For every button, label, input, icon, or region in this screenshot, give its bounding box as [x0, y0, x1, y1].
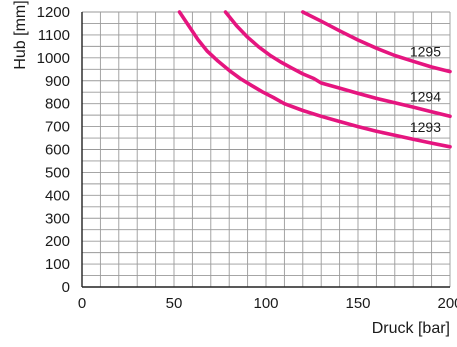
y-tick-labels: 0 100 200 300 400 500 600 700 800 900 1000 1100 1200	[37, 4, 70, 296]
y-tick-label: 500	[45, 164, 70, 181]
x-tick-label: 100	[253, 295, 278, 312]
y-tick-label: 100	[45, 256, 70, 273]
series-line-1294	[223, 10, 452, 119]
series-labels: 1293 1294 1295	[410, 44, 441, 135]
axes	[81, 12, 450, 288]
grid	[82, 11, 451, 287]
y-tick-label: 900	[45, 73, 70, 90]
x-tick-label: 0	[78, 295, 86, 312]
series-lines	[177, 10, 452, 149]
x-tick-label: 50	[166, 295, 183, 312]
y-tick-label: 0	[62, 279, 70, 296]
y-tick-label: 1000	[37, 50, 70, 67]
y-tick-label: 700	[45, 119, 70, 136]
y-tick-label: 400	[45, 187, 70, 204]
y-tick-label: 200	[45, 233, 70, 250]
y-tick-label: 300	[45, 210, 70, 227]
y-tick-label: 1200	[37, 4, 70, 21]
y-axis-title: Hub [mm]	[12, 0, 29, 69]
x-axis-title: Druck [bar]	[372, 320, 450, 337]
x-tick-labels: 0 50 100 150 200	[78, 295, 457, 312]
y-tick-label: 1100	[38, 27, 70, 44]
series-label-1294: 1294	[410, 88, 441, 104]
y-tick-label: 600	[45, 142, 70, 159]
series-line-1295	[301, 10, 452, 74]
series-line-1293	[177, 10, 452, 149]
x-tick-label: 150	[345, 295, 370, 312]
x-tick-label: 200	[437, 295, 457, 312]
series-label-1295: 1295	[410, 44, 441, 60]
y-tick-label: 800	[45, 96, 70, 113]
series-label-1293: 1293	[410, 119, 441, 135]
